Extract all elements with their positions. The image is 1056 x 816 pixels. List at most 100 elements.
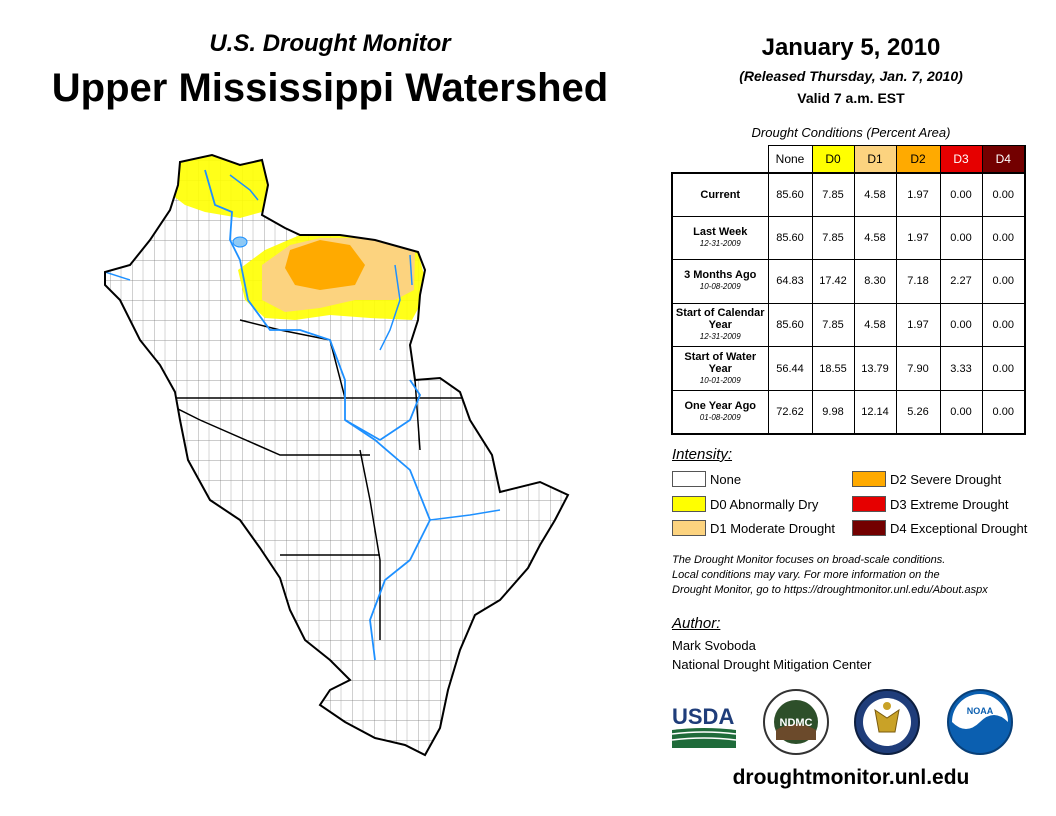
legend-swatch (852, 496, 886, 512)
footer-url[interactable]: droughtmonitor.unl.edu (732, 766, 970, 789)
cell-value: 0.00 (981, 302, 1026, 348)
cell-value: 7.85 (811, 171, 855, 217)
table-row: Current 85.60 7.85 4.58 1.97 0.00 0.00 (671, 171, 1026, 217)
map-subtitle: U.S. Drought Monitor (209, 30, 451, 57)
mississippi-river (204, 169, 422, 442)
cell-value: 85.60 (767, 171, 813, 217)
legend-label: D0 Abnormally Dry (710, 496, 819, 512)
legend-swatch (852, 520, 886, 536)
table-row: Last Week 12-31-2009 85.60 7.85 4.58 1.97… (671, 215, 1026, 261)
cell-value: 7.85 (811, 302, 855, 348)
cell-value: 5.26 (895, 389, 941, 436)
legend-label: D4 Exceptional Drought (890, 520, 1028, 536)
table-row: Start of Calendar Year 12-31-2009 85.60 7… (671, 302, 1026, 348)
cell-value: 0.00 (981, 215, 1026, 261)
drought-map (104, 154, 569, 756)
note-line: The Drought Monitor focuses on broad-sca… (672, 554, 946, 566)
table-row: 3 Months Ago 10-08-2009 64.83 17.42 8.30 … (671, 259, 1026, 304)
legend-item-d4: D4 Exceptional Drought (852, 520, 1027, 536)
row-label: Start of Water Year (684, 350, 757, 375)
legend-item-d0: D0 Abnormally Dry (672, 496, 818, 512)
ndmc-logo: NDMC (763, 689, 829, 755)
cell-value: 7.90 (895, 346, 941, 391)
cell-value: 56.44 (767, 346, 813, 391)
valid-time: Valid 7 a.m. EST (797, 90, 905, 106)
row-label: Current (700, 188, 741, 201)
author-name: Mark Svoboda (672, 638, 756, 653)
legend-swatch (672, 471, 706, 487)
table-header-row: None D0 D1 D2 D3 D4 (672, 145, 1026, 173)
row-date: 12-31-2009 (699, 238, 741, 248)
cell-value: 1.97 (895, 302, 941, 348)
legend-item-none: None (672, 471, 741, 487)
cell-value: 12.14 (853, 389, 897, 436)
ndmc-logo-text: NDMC (780, 717, 813, 729)
cell-value: 85.60 (767, 302, 813, 348)
cell-value: 18.55 (811, 346, 855, 391)
row-date: 12-31-2009 (699, 332, 741, 342)
cell-value: 0.00 (939, 171, 983, 217)
legend-swatch (672, 496, 706, 512)
cell-value: 0.00 (981, 346, 1026, 391)
row-date: 10-08-2009 (699, 282, 741, 292)
col-d2: D2 (895, 145, 941, 173)
legend-swatch (672, 520, 706, 536)
col-none: None (767, 145, 813, 173)
d2-area (285, 240, 365, 290)
legend-swatch (852, 471, 886, 487)
map-title: Upper Mississippi Watershed (51, 66, 609, 110)
cell-value: 0.00 (981, 389, 1026, 436)
cell-value: 13.79 (853, 346, 897, 391)
legend-title: Intensity: (672, 446, 733, 463)
legend-label: None (710, 471, 742, 487)
cell-value: 72.62 (767, 389, 813, 436)
cell-value: 9.98 (811, 389, 855, 436)
table-title: Drought Conditions (Percent Area) (751, 125, 951, 140)
cell-value: 7.85 (811, 215, 855, 261)
cell-value: 8.30 (853, 259, 897, 304)
author-org: National Drought Mitigation Center (672, 657, 872, 672)
row-label: One Year Ago (684, 400, 757, 413)
legend-item-d2: D2 Severe Drought (852, 471, 1001, 487)
cell-value: 4.58 (853, 171, 897, 217)
cell-value: 4.58 (853, 302, 897, 348)
row-label: 3 Months Ago (684, 269, 757, 282)
cell-value: 0.00 (939, 215, 983, 261)
d0-area-north (172, 155, 268, 218)
legend-label: D2 Severe Drought (890, 471, 1002, 487)
cell-value: 0.00 (981, 259, 1026, 304)
usda-logo-text: USDA (672, 704, 734, 729)
disclaimer-note: The Drought Monitor focuses on broad-sca… (672, 553, 1042, 598)
cell-value: 0.00 (981, 171, 1026, 217)
cell-value: 1.97 (895, 215, 941, 261)
legend-label: D1 Moderate Drought (710, 520, 836, 536)
note-line: Drought Monitor, go to https://droughtmo… (672, 584, 988, 596)
legend-item-d1: D1 Moderate Drought (672, 520, 835, 536)
cell-value: 4.58 (853, 215, 897, 261)
row-date: 10-01-2009 (699, 375, 741, 385)
cell-value: 0.00 (939, 389, 983, 436)
col-d0: D0 (811, 145, 855, 173)
col-d1: D1 (853, 145, 897, 173)
note-line: Local conditions may vary. For more info… (672, 569, 940, 581)
release-date: (Released Thursday, Jan. 7, 2010) (739, 68, 963, 84)
row-label: Start of Calendar Year (675, 307, 765, 332)
col-d4: D4 (981, 145, 1026, 173)
legend-label: D3 Extreme Drought (890, 496, 1009, 512)
table-row: Start of Water Year 10-01-2009 56.44 18.5… (671, 346, 1026, 391)
row-date: 01-08-2009 (699, 413, 741, 423)
cell-value: 17.42 (811, 259, 855, 304)
usda-logo: USDA (671, 704, 737, 748)
commerce-logo (854, 689, 920, 755)
cell-value: 85.60 (767, 215, 813, 261)
legend-item-d3: D3 Extreme Drought (852, 496, 1009, 512)
col-d3: D3 (939, 145, 983, 173)
author-heading: Author: (672, 615, 721, 632)
cell-value: 2.27 (939, 259, 983, 304)
row-label: Last Week (693, 225, 748, 238)
cell-value: 0.00 (939, 302, 983, 348)
cell-value: 3.33 (939, 346, 983, 391)
cell-value: 1.97 (895, 171, 941, 217)
cell-value: 64.83 (767, 259, 813, 304)
map-date: January 5, 2010 (761, 34, 941, 61)
